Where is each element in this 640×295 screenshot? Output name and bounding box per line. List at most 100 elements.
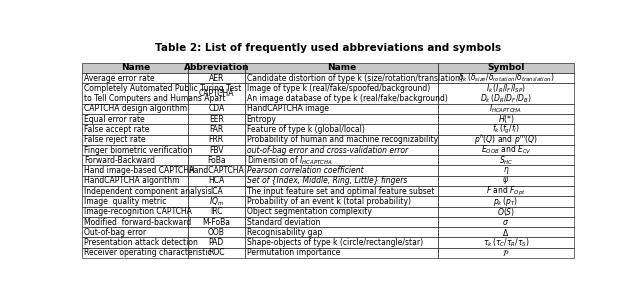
Bar bbox=[188, 83, 244, 104]
Bar bbox=[83, 114, 188, 124]
Text: False accept rate: False accept rate bbox=[84, 125, 150, 134]
Bar bbox=[188, 176, 244, 186]
Bar bbox=[438, 227, 573, 237]
Text: ROC: ROC bbox=[208, 248, 225, 257]
Bar bbox=[244, 165, 438, 176]
Text: CAPTCHA design algorithm: CAPTCHA design algorithm bbox=[84, 104, 188, 113]
Bar bbox=[244, 217, 438, 227]
Text: $E_{OOB}$ and $E_{CV}$: $E_{OOB}$ and $E_{CV}$ bbox=[481, 144, 531, 156]
Text: Forward-Backward: Forward-Backward bbox=[84, 156, 156, 165]
Text: FBV: FBV bbox=[209, 145, 223, 155]
Bar bbox=[188, 196, 244, 206]
Bar bbox=[83, 186, 188, 196]
Bar bbox=[438, 155, 573, 165]
Text: Dimension of $I_{HCAPTCHA}$: Dimension of $I_{HCAPTCHA}$ bbox=[246, 154, 332, 167]
Text: OOB: OOB bbox=[208, 228, 225, 237]
Bar bbox=[244, 227, 438, 237]
Text: CDA: CDA bbox=[208, 104, 225, 113]
Bar bbox=[188, 206, 244, 217]
Text: Probability of human and machine recognizability: Probability of human and machine recogni… bbox=[246, 135, 438, 144]
Bar bbox=[188, 227, 244, 237]
Text: Image of type k (real/fake/spoofed/background): Image of type k (real/fake/spoofed/backg… bbox=[246, 84, 429, 93]
Bar bbox=[83, 237, 188, 248]
Bar bbox=[244, 135, 438, 145]
Bar bbox=[83, 145, 188, 155]
Text: M-FoBa: M-FoBa bbox=[202, 217, 230, 227]
Text: Receiver operating characteristic: Receiver operating characteristic bbox=[84, 248, 212, 257]
Text: Average error rate: Average error rate bbox=[84, 73, 155, 83]
Text: HandCAPTCHA algorithm: HandCAPTCHA algorithm bbox=[84, 176, 180, 185]
Bar bbox=[83, 83, 188, 104]
Bar bbox=[188, 104, 244, 114]
Text: Table 2: List of frequently used abbreviations and symbols: Table 2: List of frequently used abbrevi… bbox=[155, 43, 501, 53]
Bar bbox=[244, 186, 438, 196]
Bar bbox=[438, 217, 573, 227]
Bar bbox=[438, 248, 573, 258]
Bar bbox=[438, 114, 573, 124]
Bar bbox=[83, 124, 188, 135]
Text: $F$ and $F_{Opt}$: $F$ and $F_{Opt}$ bbox=[486, 185, 526, 198]
Bar bbox=[83, 227, 188, 237]
Text: An image database of type k (real/fake/background): An image database of type k (real/fake/b… bbox=[246, 94, 447, 103]
Text: Name: Name bbox=[121, 63, 150, 72]
Bar bbox=[188, 135, 244, 145]
Text: $p^h(Q)$ and $p^m(Q)$: $p^h(Q)$ and $p^m(Q)$ bbox=[474, 132, 538, 147]
Text: Probability of an event k (total probability): Probability of an event k (total probabi… bbox=[246, 197, 410, 206]
Text: $I_{HCAPTCHA}$: $I_{HCAPTCHA}$ bbox=[490, 103, 523, 115]
Text: $\psi$: $\psi$ bbox=[502, 176, 509, 186]
Bar bbox=[244, 63, 438, 73]
Bar bbox=[83, 104, 188, 114]
Text: to Tell Computers and Humans Apart: to Tell Computers and Humans Apart bbox=[84, 94, 226, 103]
Text: ICA: ICA bbox=[210, 187, 223, 196]
Bar bbox=[188, 186, 244, 196]
Bar bbox=[244, 155, 438, 165]
Bar bbox=[244, 248, 438, 258]
Bar bbox=[244, 104, 438, 114]
Bar bbox=[83, 73, 188, 83]
Bar bbox=[438, 83, 573, 104]
Text: Permutation importance: Permutation importance bbox=[246, 248, 340, 257]
Text: IRC: IRC bbox=[210, 207, 223, 216]
Bar bbox=[83, 155, 188, 165]
Text: False reject rate: False reject rate bbox=[84, 135, 146, 144]
Text: Modified  forward-backward: Modified forward-backward bbox=[84, 217, 192, 227]
Text: EER: EER bbox=[209, 115, 224, 124]
Text: $IQ_m$: $IQ_m$ bbox=[209, 195, 224, 208]
Text: HandCAPTCHA: HandCAPTCHA bbox=[188, 166, 244, 175]
Text: FAR: FAR bbox=[209, 125, 223, 134]
Text: $O(S)$: $O(S)$ bbox=[497, 206, 515, 218]
Bar bbox=[188, 248, 244, 258]
Bar bbox=[244, 83, 438, 104]
Text: $H(*)$: $H(*)$ bbox=[497, 113, 515, 125]
Bar bbox=[438, 63, 573, 73]
Bar bbox=[188, 217, 244, 227]
Text: Finger biometric verification: Finger biometric verification bbox=[84, 145, 193, 155]
Text: Out-of-bag error: Out-of-bag error bbox=[84, 228, 147, 237]
Text: AER: AER bbox=[209, 73, 224, 83]
Bar bbox=[188, 114, 244, 124]
Bar bbox=[438, 104, 573, 114]
Bar bbox=[438, 186, 573, 196]
Bar bbox=[438, 124, 573, 135]
Text: Hand image-based CAPTCHA: Hand image-based CAPTCHA bbox=[84, 166, 195, 175]
Bar bbox=[83, 176, 188, 186]
Text: Pearson correlation coefficient: Pearson correlation coefficient bbox=[246, 166, 363, 175]
Text: Independent component analysis: Independent component analysis bbox=[84, 187, 212, 196]
Text: $\sigma$: $\sigma$ bbox=[502, 217, 509, 227]
Bar bbox=[438, 73, 573, 83]
Text: PAD: PAD bbox=[209, 238, 224, 247]
Bar bbox=[244, 73, 438, 83]
Text: The input feature set and optimal feature subset: The input feature set and optimal featur… bbox=[246, 187, 434, 196]
Text: Entropy: Entropy bbox=[246, 115, 276, 124]
Text: Name: Name bbox=[327, 63, 356, 72]
Text: $\Delta$: $\Delta$ bbox=[502, 227, 509, 238]
Bar bbox=[83, 248, 188, 258]
Bar bbox=[244, 176, 438, 186]
Text: $\delta_k\,(\delta_{size}/\delta_{rotation}/\delta_{translation})$: $\delta_k\,(\delta_{size}/\delta_{rotati… bbox=[458, 72, 554, 84]
Text: Equal error rate: Equal error rate bbox=[84, 115, 145, 124]
Bar bbox=[188, 63, 244, 73]
Text: $\tau_k\,(\tau_C/\tau_R/\tau_S)$: $\tau_k\,(\tau_C/\tau_R/\tau_S)$ bbox=[483, 236, 529, 249]
Text: Shape-objects of type k (circle/rectangle/star): Shape-objects of type k (circle/rectangl… bbox=[246, 238, 422, 247]
Bar bbox=[244, 206, 438, 217]
Bar bbox=[438, 165, 573, 176]
